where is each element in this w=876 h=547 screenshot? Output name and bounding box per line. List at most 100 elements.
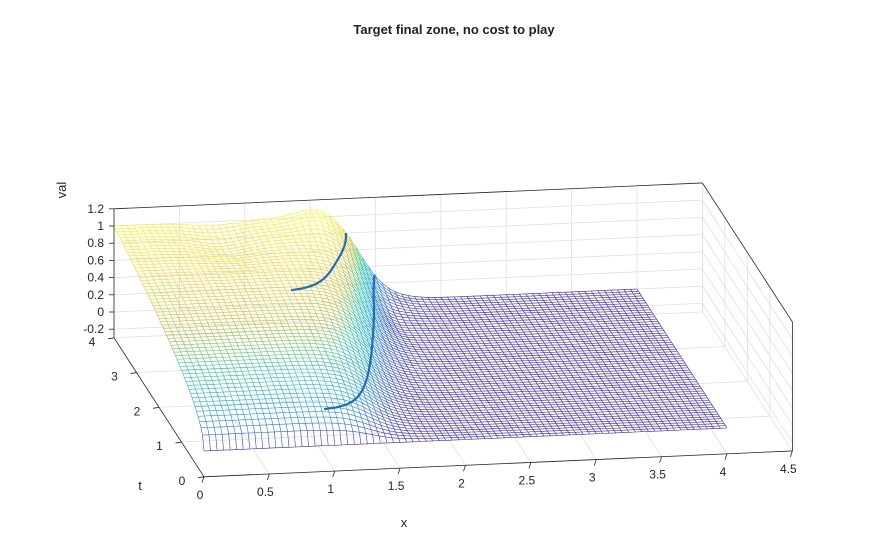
mesh-segment [274, 239, 282, 242]
mesh-segment [360, 320, 368, 329]
mesh-segment [247, 266, 255, 268]
mesh-segment [231, 236, 238, 239]
mesh-segment [324, 334, 332, 336]
mesh-segment [327, 311, 335, 314]
mesh-segment [333, 242, 341, 248]
mesh-segment [362, 350, 370, 357]
mesh-segment [394, 385, 402, 388]
mesh-segment [404, 361, 412, 364]
mesh-segment [393, 322, 401, 326]
mesh-segment [389, 385, 397, 389]
mesh-segment [232, 252, 239, 255]
mesh-segment [268, 240, 275, 242]
mesh-segment [374, 285, 382, 294]
mesh-segment [392, 437, 399, 439]
grid-line [113, 268, 703, 296]
mesh-segment [318, 249, 326, 251]
mesh-segment [351, 372, 359, 378]
mesh-segment [324, 304, 332, 307]
mesh-segment [331, 366, 339, 369]
mesh-segment [228, 258, 236, 260]
mesh-segment [359, 270, 367, 282]
mesh-segment [360, 285, 368, 295]
mesh-segment [317, 303, 325, 305]
mesh-segment [361, 275, 369, 286]
mesh-segment [304, 229, 312, 231]
mesh-segment [336, 363, 344, 367]
mesh-segment [364, 309, 372, 318]
mesh-segment [386, 325, 394, 331]
mesh-segment [344, 300, 352, 306]
mesh-segment [355, 356, 363, 362]
mesh-segment [397, 434, 404, 436]
mesh-segment [365, 358, 373, 366]
mesh-segment [295, 241, 303, 243]
mesh-segment [326, 219, 333, 225]
mesh-segment [397, 391, 405, 394]
mesh-segment [332, 338, 340, 342]
mesh-segment [344, 327, 352, 333]
mesh-segment [381, 322, 389, 330]
mesh-segment [407, 420, 415, 422]
mesh-segment [145, 289, 148, 294]
mesh-segment [347, 392, 355, 396]
mesh-segment [338, 312, 346, 317]
mesh-segment [406, 407, 414, 410]
mesh-segment [350, 343, 358, 350]
mesh-segment [323, 288, 331, 291]
mesh-segment [375, 329, 383, 337]
mesh-segment [390, 305, 398, 309]
mesh-segment [372, 379, 380, 385]
mesh-segment [412, 355, 420, 357]
mesh-segment [301, 220, 309, 223]
mesh-segment [388, 415, 395, 419]
mesh-segment [377, 303, 385, 312]
mesh-segment [375, 275, 383, 284]
mesh-segment [376, 413, 384, 418]
mesh-segment [188, 389, 191, 394]
mesh-segment [252, 236, 259, 238]
mesh-segment [235, 257, 242, 259]
mesh-segment [335, 232, 343, 240]
mesh-segment [220, 227, 227, 229]
mesh-segment [303, 209, 311, 211]
mesh-segment [242, 231, 250, 233]
mesh-segment [363, 262, 371, 273]
mesh-segment [408, 348, 416, 350]
mesh-segment [354, 266, 362, 277]
mesh-segment [411, 374, 419, 376]
mesh-segment [266, 250, 273, 252]
mesh-segment [412, 365, 420, 367]
mesh-segment [395, 344, 403, 348]
mesh-segment [317, 229, 325, 231]
mesh-segment [366, 401, 374, 407]
mesh-segment [369, 410, 377, 415]
mesh-segment [118, 234, 121, 239]
mesh-segment [311, 212, 319, 214]
mesh-segment [353, 324, 361, 332]
mesh-segment [348, 323, 356, 330]
mesh-segment [380, 425, 388, 428]
mesh-segment [169, 341, 172, 346]
mesh-segment [362, 257, 370, 268]
mesh-segment [397, 307, 405, 310]
mesh-segment [406, 417, 413, 419]
mesh-segment [344, 423, 352, 426]
mesh-segment [365, 323, 373, 332]
mesh-segment [354, 381, 362, 386]
mesh-segment [413, 398, 421, 400]
mesh-segment [274, 252, 281, 254]
mesh-segment [375, 299, 383, 308]
mesh-segment [409, 413, 417, 415]
mesh-segment [264, 247, 272, 249]
mesh-segment [362, 389, 370, 395]
mesh-segment [359, 412, 367, 417]
mesh-segment [349, 368, 357, 374]
mesh-segment [328, 274, 336, 278]
mesh-segment [323, 317, 331, 320]
mesh-segment [327, 341, 335, 344]
mesh-segment [390, 343, 398, 348]
mesh-segment [198, 238, 206, 240]
mesh-segment [315, 326, 322, 328]
mesh-segment [397, 338, 405, 342]
